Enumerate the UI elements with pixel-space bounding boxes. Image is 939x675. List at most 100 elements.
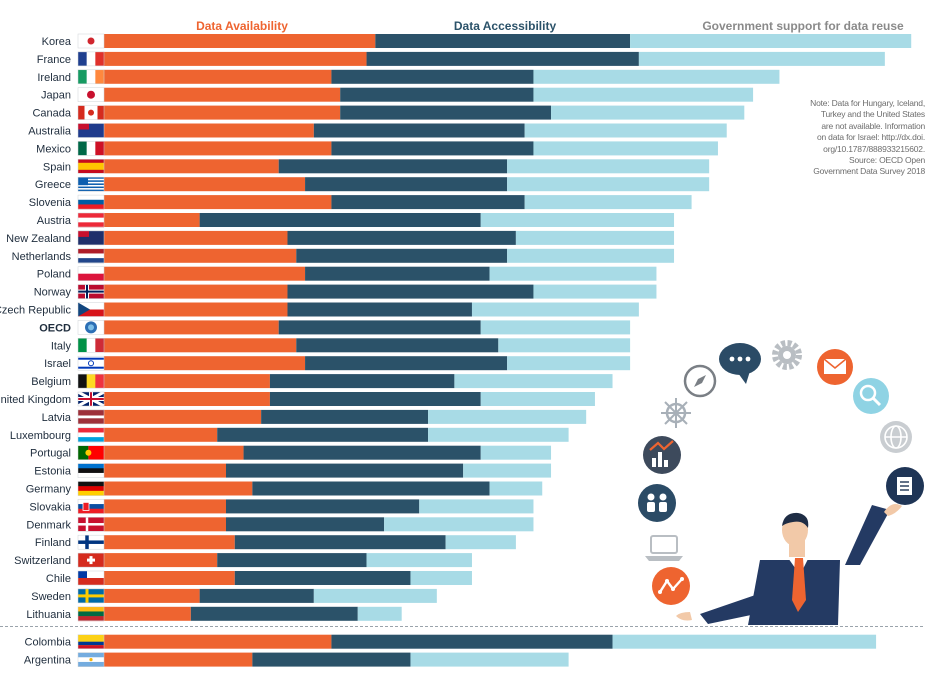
bar-slovakia-data-availability <box>103 499 226 514</box>
bar-australia-data-accessibility <box>313 123 525 138</box>
bar-portugal-data-accessibility <box>243 445 481 460</box>
flag-lithuania <box>77 606 105 622</box>
bar-norway-data-accessibility <box>287 284 534 299</box>
bar-spain-government-support-for-data-reuse <box>507 159 710 174</box>
bar-new-zealand-data-accessibility <box>287 230 516 245</box>
bar-portugal-data-availability <box>103 445 244 460</box>
bar-italy-data-accessibility <box>296 338 499 353</box>
bar-denmark-data-accessibility <box>225 517 385 532</box>
flag-slovenia <box>77 194 105 210</box>
flag-japan <box>77 87 105 102</box>
bar-new-zealand-government-support-for-data-reuse <box>515 230 675 245</box>
globe-icon <box>880 421 912 453</box>
country-label-japan: Japan <box>41 90 71 102</box>
bar-poland-government-support-for-data-reuse <box>489 266 657 281</box>
bar-ireland-government-support-for-data-reuse <box>533 69 780 84</box>
flag-germany <box>77 481 105 496</box>
flag-new-zealand <box>77 230 105 246</box>
flag-belgium <box>77 373 105 389</box>
bar-poland-data-accessibility <box>305 266 490 281</box>
bar-switzerland-data-availability <box>103 553 218 568</box>
envelope-icon <box>817 349 853 385</box>
bar-united-kingdom-government-support-for-data-reuse <box>480 392 595 406</box>
bar-korea-data-accessibility <box>375 34 631 48</box>
line-chart-icon <box>652 567 690 605</box>
country-label-lithuania: Lithuania <box>26 609 72 621</box>
bar-netherlands-government-support-for-data-reuse <box>507 248 675 263</box>
flag-colombia <box>77 634 105 649</box>
country-label-israel: Israel <box>44 358 71 370</box>
country-label-colombia: Colombia <box>25 637 72 649</box>
bar-belgium-data-availability <box>103 374 270 389</box>
bar-canada-data-availability <box>103 105 341 120</box>
flag-chile <box>77 570 105 586</box>
document-icon <box>886 467 924 505</box>
legend-government-support: Government support for data reuse <box>702 19 904 33</box>
bar-luxembourg-government-support-for-data-reuse <box>428 427 569 442</box>
country-label-ireland: Ireland <box>37 72 71 84</box>
country-label-new-zealand: New Zealand <box>6 233 71 245</box>
country-label-canada: Canada <box>32 108 71 120</box>
bar-austria-government-support-for-data-reuse <box>480 213 675 227</box>
flag-denmark <box>77 517 105 532</box>
bar-portugal-government-support-for-data-reuse <box>480 445 552 460</box>
flag-israel <box>77 355 105 371</box>
flag-switzerland <box>77 552 105 568</box>
bar-mexico-data-accessibility <box>331 141 534 156</box>
bar-chile-data-availability <box>103 571 235 585</box>
magnifier-icon <box>853 378 889 414</box>
bar-korea-government-support-for-data-reuse <box>630 34 912 48</box>
bar-greece-data-accessibility <box>305 177 508 192</box>
bar-korea-data-availability <box>103 34 376 48</box>
bar-lithuania-data-availability <box>103 606 191 621</box>
country-label-netherlands: Netherlands <box>12 251 72 263</box>
flag-portugal <box>77 445 105 460</box>
bar-oecd-government-support-for-data-reuse <box>480 320 631 335</box>
bar-spain-data-availability <box>103 159 279 174</box>
country-label-denmark: Denmark <box>26 519 71 531</box>
businessman-figure <box>676 504 902 625</box>
country-label-slovakia: Slovakia <box>29 501 71 513</box>
country-label-estonia: Estonia <box>34 466 72 478</box>
flag-poland <box>77 266 105 281</box>
bar-sweden-government-support-for-data-reuse <box>313 588 437 603</box>
bar-greece-government-support-for-data-reuse <box>507 177 710 192</box>
flag-italy <box>77 338 105 353</box>
bar-chile-government-support-for-data-reuse <box>410 571 472 585</box>
bar-italy-government-support-for-data-reuse <box>498 338 631 353</box>
gear-icon <box>772 340 802 370</box>
bar-japan-government-support-for-data-reuse <box>533 87 754 102</box>
bar-australia-government-support-for-data-reuse <box>524 123 727 138</box>
bar-latvia-data-availability <box>103 409 262 424</box>
country-label-mexico: Mexico <box>36 143 71 155</box>
growth-chart-icon <box>643 436 681 474</box>
chat-bubble-icon <box>719 343 761 384</box>
country-labels: Korea France Ireland Japan Canada Australia Me… <box>0 36 72 667</box>
bar-united-kingdom-data-accessibility <box>269 392 481 406</box>
bar-colombia-government-support-for-data-reuse <box>612 634 877 649</box>
bar-austria-data-accessibility <box>199 213 481 227</box>
bar-czech-republic-data-availability <box>103 302 288 317</box>
bar-lithuania-data-accessibility <box>190 606 358 621</box>
bar-spain-data-accessibility <box>278 159 508 174</box>
flag-argentina <box>77 652 105 667</box>
legend-data-availability: Data Availability <box>196 19 288 33</box>
bar-norway-data-availability <box>103 284 288 299</box>
bar-belgium-data-accessibility <box>269 374 455 389</box>
bar-france-data-availability <box>103 51 367 66</box>
bar-israel-government-support-for-data-reuse <box>507 356 631 371</box>
flag-luxembourg <box>77 427 105 443</box>
country-label-germany: Germany <box>26 484 72 496</box>
bar-canada-data-accessibility <box>340 105 552 120</box>
bar-belgium-government-support-for-data-reuse <box>454 374 613 389</box>
country-label-austria: Austria <box>37 215 72 227</box>
bar-mexico-data-availability <box>103 141 332 156</box>
bar-finland-government-support-for-data-reuse <box>445 535 516 550</box>
bar-argentina-data-availability <box>103 652 253 667</box>
bar-finland-data-accessibility <box>234 535 446 550</box>
bar-norway-government-support-for-data-reuse <box>533 284 657 299</box>
bar-finland-data-availability <box>103 535 235 550</box>
flag-netherlands <box>77 248 105 264</box>
country-label-greece: Greece <box>35 179 71 191</box>
